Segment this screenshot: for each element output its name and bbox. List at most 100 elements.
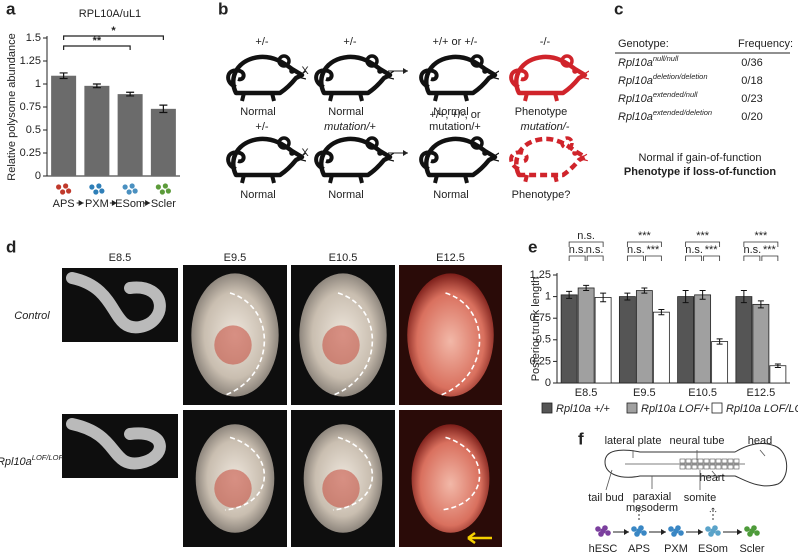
dashed-arrow <box>709 507 717 520</box>
allele: deletion/deletion <box>653 72 708 81</box>
cross-symbol: X <box>301 147 309 159</box>
target-genotype: -/- <box>540 36 551 48</box>
mouse-icon <box>316 138 394 183</box>
somite <box>721 458 728 464</box>
genotype-label: mutation/+ <box>324 121 376 133</box>
outcome-label: Normal <box>328 106 363 118</box>
legend-label: Rpl10a LOF/+ <box>641 403 710 415</box>
significance-label: n.s. <box>685 244 703 256</box>
anatomy-label: neural tube <box>669 435 724 447</box>
bar <box>752 303 770 384</box>
trunk-outline <box>332 436 374 511</box>
cell-icon <box>129 183 135 189</box>
somite <box>691 464 698 470</box>
mouse-icon <box>421 138 499 183</box>
significance-label: * <box>111 25 116 37</box>
gene-name: Rpl10a <box>618 57 653 69</box>
y-tick-label: 1.25 <box>20 55 41 67</box>
significance-label: *** <box>705 244 719 256</box>
legend-label: Rpl10a +/+ <box>556 403 610 415</box>
cell-icon <box>673 528 679 534</box>
error-bar <box>92 83 101 89</box>
outcome-label: Normal <box>328 189 363 201</box>
cell-icon <box>66 188 72 194</box>
significance-bracket <box>626 241 662 247</box>
cell-icon <box>605 530 611 536</box>
outcome-label: Normal <box>433 106 468 118</box>
cell-icon <box>678 530 684 536</box>
significance-label: n.s. <box>586 244 604 256</box>
somite <box>697 458 704 464</box>
embryo <box>66 272 166 334</box>
gene-name: Rpl10a <box>618 93 653 105</box>
gene-name: Rpl10a <box>618 111 653 123</box>
arrow-head <box>661 529 666 535</box>
allele: extended/null <box>653 90 698 99</box>
gene-name: Rpl10a <box>618 75 653 87</box>
x-tick-label: E9.5 <box>633 387 656 399</box>
significance-bracket <box>761 255 779 261</box>
error-bar <box>699 290 706 300</box>
leader-line <box>711 470 719 479</box>
frequency: 0/18 <box>741 75 762 87</box>
significance-bracket <box>63 45 131 50</box>
genotype-label: +/+, +/-, or <box>429 109 480 121</box>
somite <box>727 458 734 464</box>
cell-icon <box>60 189 66 195</box>
somite <box>733 458 740 464</box>
lineage-label: APS <box>628 543 650 555</box>
genotype: Rpl10adeletion/deletion <box>618 72 708 87</box>
significance-bracket <box>63 35 164 40</box>
panel-label: c <box>614 0 623 18</box>
arrow-head <box>78 200 84 206</box>
somite <box>727 464 734 470</box>
outcome-label: Phenotype? <box>512 189 571 201</box>
x-tick-label: APS <box>53 198 75 210</box>
somite <box>709 464 716 470</box>
y-tick-label: 0.25 <box>20 147 41 159</box>
embryo-heart <box>322 325 360 365</box>
panel-label: a <box>6 0 16 18</box>
somite <box>733 464 740 470</box>
chart-title: RPL10A/uL1 <box>79 8 141 20</box>
error-bar <box>682 290 689 304</box>
mouse-icon <box>316 56 394 101</box>
cell-icon <box>636 528 642 534</box>
y-tick-label: 0.5 <box>536 334 551 346</box>
outcome-label: Normal <box>433 189 468 201</box>
cell-icon <box>710 528 716 534</box>
somite <box>703 458 710 464</box>
significance-label: *** <box>696 230 710 242</box>
bar <box>694 294 712 384</box>
genotype-label: mutation/+ <box>429 121 481 133</box>
error-bar <box>757 300 764 309</box>
genotype-label: +/- <box>255 121 268 133</box>
lineage-label: Scler <box>739 543 764 555</box>
y-tick-label: 1.25 <box>530 269 551 281</box>
frequency: 0/20 <box>741 111 762 123</box>
cell-icon <box>126 189 132 195</box>
error-bar <box>740 290 747 304</box>
arrow-head <box>698 529 703 535</box>
somite <box>715 458 722 464</box>
significance-label: n.s. <box>577 230 595 242</box>
cell-icon <box>99 188 105 194</box>
genotype-label: +/- <box>255 36 268 48</box>
y-axis-label: Posterior trunk length <box>530 277 542 382</box>
arrow-head <box>403 150 408 156</box>
frequency: 0/23 <box>741 93 762 105</box>
cell-icon <box>162 183 168 189</box>
somite <box>691 458 698 464</box>
genotype: Rpl10aextended/null <box>618 90 698 105</box>
somite <box>709 458 716 464</box>
x-tick-label: Scler <box>151 198 176 210</box>
bar <box>652 311 670 384</box>
arrow-head <box>111 200 117 206</box>
cell-icon <box>159 189 165 195</box>
error-bar <box>716 338 723 345</box>
significance-bracket <box>685 241 721 247</box>
error-bar <box>641 287 648 294</box>
somite <box>679 458 686 464</box>
cell-icon <box>668 526 674 532</box>
arrow-head <box>403 68 408 74</box>
